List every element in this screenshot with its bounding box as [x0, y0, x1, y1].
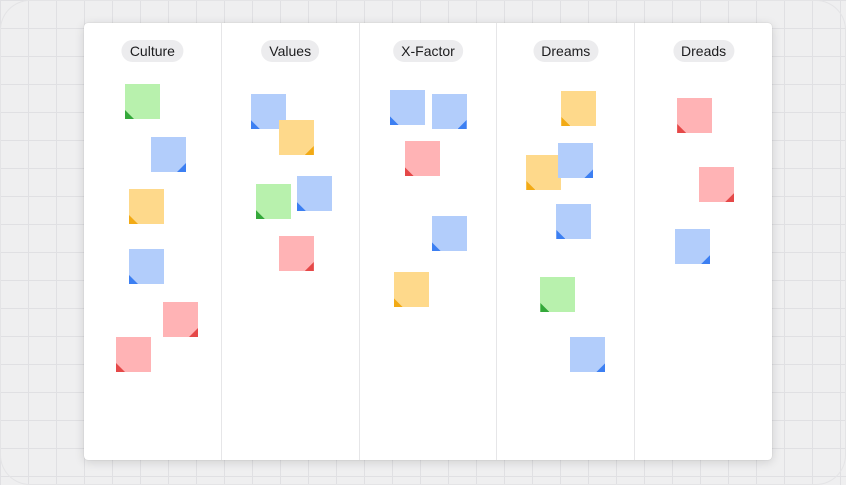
column-dreads: Dreads — [635, 23, 772, 460]
sticky-note[interactable] — [278, 120, 314, 155]
column-header-values[interactable]: Values — [261, 40, 320, 62]
column-header-dreads[interactable]: Dreads — [673, 40, 735, 62]
column-dreams: Dreams — [497, 23, 636, 460]
sticky-note[interactable] — [250, 94, 286, 129]
note-fold-icon — [177, 163, 186, 172]
note-fold-icon — [431, 242, 441, 251]
sticky-note[interactable] — [163, 302, 198, 337]
sticky-note[interactable] — [561, 91, 597, 126]
column-header-dreams[interactable]: Dreams — [533, 40, 599, 62]
sticky-note[interactable] — [558, 143, 594, 178]
column-x-factor: X-Factor — [360, 23, 498, 460]
note-fold-icon — [404, 167, 414, 176]
sticky-note[interactable] — [699, 167, 735, 202]
note-fold-icon — [255, 210, 265, 219]
column-culture: Culture — [84, 23, 222, 460]
note-fold-icon — [296, 202, 306, 211]
board: Culture Values X-Factor Dreams Dreads — [84, 23, 772, 460]
note-fold-icon — [701, 255, 711, 264]
note-fold-icon — [304, 146, 314, 155]
sticky-note[interactable] — [404, 141, 440, 176]
sticky-note[interactable] — [540, 277, 576, 312]
sticky-note[interactable] — [129, 189, 164, 224]
note-fold-icon — [556, 230, 566, 239]
sticky-note[interactable] — [125, 84, 160, 119]
note-fold-icon — [125, 110, 134, 119]
sticky-note[interactable] — [278, 236, 314, 271]
sticky-note[interactable] — [389, 90, 425, 125]
note-fold-icon — [584, 169, 594, 178]
sticky-note[interactable] — [151, 137, 186, 172]
note-fold-icon — [677, 124, 687, 133]
sticky-note[interactable] — [255, 184, 291, 219]
note-fold-icon — [129, 275, 138, 284]
column-header-x-factor[interactable]: X-Factor — [393, 40, 463, 62]
sticky-note[interactable] — [393, 272, 429, 307]
sticky-note[interactable] — [129, 249, 164, 284]
sticky-note[interactable] — [675, 229, 711, 264]
note-fold-icon — [389, 116, 399, 125]
note-fold-icon — [526, 181, 536, 190]
note-fold-icon — [129, 215, 138, 224]
note-fold-icon — [393, 298, 403, 307]
note-fold-icon — [457, 120, 467, 129]
note-fold-icon — [596, 363, 606, 372]
sticky-note[interactable] — [677, 98, 713, 133]
sticky-note[interactable] — [431, 216, 467, 251]
sticky-note[interactable] — [296, 176, 332, 211]
sticky-note[interactable] — [570, 337, 606, 372]
note-fold-icon — [725, 193, 735, 202]
note-fold-icon — [250, 120, 260, 129]
note-fold-icon — [561, 117, 571, 126]
column-header-culture[interactable]: Culture — [121, 40, 183, 62]
note-fold-icon — [540, 303, 550, 312]
sticky-note[interactable] — [431, 94, 467, 129]
sticky-note[interactable] — [116, 337, 151, 372]
note-fold-icon — [304, 262, 314, 271]
column-values: Values — [222, 23, 360, 460]
sticky-note[interactable] — [556, 204, 592, 239]
note-fold-icon — [116, 363, 125, 372]
note-fold-icon — [189, 328, 198, 337]
sticky-note[interactable] — [526, 155, 562, 190]
